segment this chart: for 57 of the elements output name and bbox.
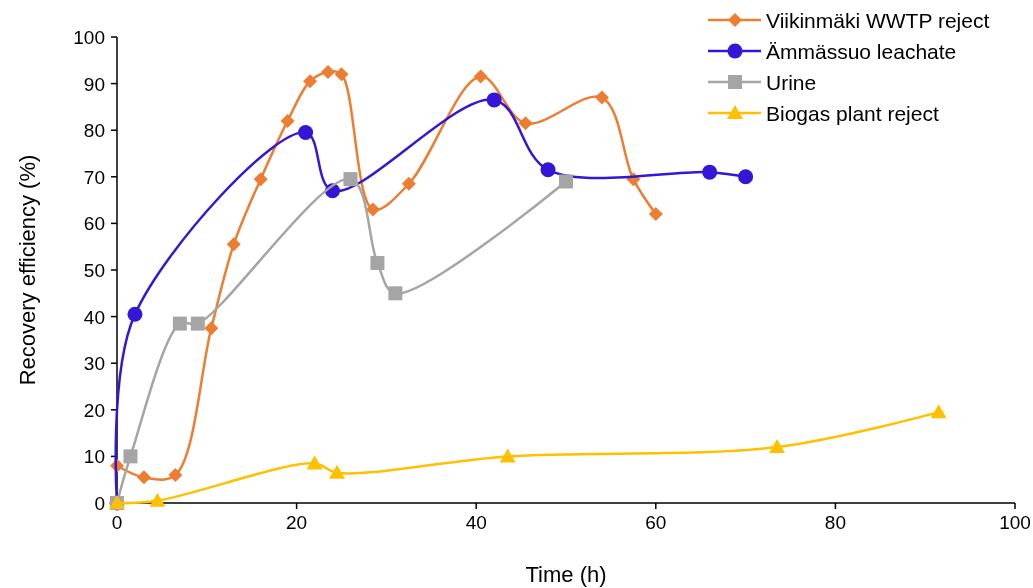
- y-tick-label: 30: [83, 353, 105, 375]
- point: [190, 316, 205, 331]
- y-tick-label: 90: [83, 73, 105, 95]
- point: [648, 207, 663, 222]
- point: [343, 172, 358, 187]
- point: [769, 439, 786, 454]
- y-tick-label: 60: [83, 213, 105, 235]
- point: [329, 464, 346, 479]
- x-tick-label: 20: [286, 512, 308, 533]
- point: [388, 286, 403, 301]
- point: [738, 169, 754, 185]
- y-tick-label: 20: [83, 399, 105, 421]
- point: [136, 470, 151, 485]
- y-axis-title: Recovery efficiency (%): [15, 154, 40, 386]
- point: [702, 164, 718, 180]
- point: [334, 67, 349, 82]
- point: [401, 176, 416, 191]
- point: [168, 468, 183, 483]
- point: [930, 404, 947, 419]
- x-tick-label: 80: [824, 512, 846, 533]
- y-tick-label: 70: [83, 166, 105, 188]
- legend-label: Biogas plant reject: [766, 102, 939, 125]
- y-tick-label: 50: [83, 260, 105, 281]
- y-tick-label: 80: [83, 120, 105, 142]
- point: [306, 455, 323, 470]
- x-tick-label: 0: [111, 512, 123, 533]
- point: [280, 113, 295, 128]
- y-tick-label: 40: [83, 306, 105, 328]
- point: [594, 90, 609, 105]
- point: [486, 92, 502, 108]
- point: [172, 316, 187, 331]
- point: [518, 116, 533, 131]
- x-tick-label: 60: [645, 512, 667, 533]
- point: [204, 321, 219, 336]
- point: [540, 162, 556, 178]
- point: [473, 69, 488, 84]
- legend-label: Ämmässuo leachate: [766, 40, 957, 63]
- y-tick-label: 0: [94, 493, 105, 514]
- point: [365, 202, 380, 217]
- x-tick-label: 100: [999, 512, 1031, 533]
- x-tick-label: 40: [465, 512, 487, 533]
- y-tick-label: 100: [73, 27, 105, 48]
- point: [298, 125, 314, 141]
- point: [123, 449, 138, 464]
- point: [149, 492, 166, 507]
- point: [303, 74, 318, 89]
- y-tick-label: 10: [83, 446, 105, 468]
- point: [127, 306, 143, 322]
- x-axis-title: Time (h): [525, 562, 607, 587]
- legend-label: Urine: [766, 71, 817, 94]
- point: [226, 237, 241, 252]
- legend-label: Viikinmäki WWTP reject: [766, 9, 990, 32]
- point: [499, 448, 516, 463]
- point: [559, 174, 573, 189]
- point: [370, 256, 385, 271]
- point: [321, 64, 336, 79]
- point: [253, 172, 268, 187]
